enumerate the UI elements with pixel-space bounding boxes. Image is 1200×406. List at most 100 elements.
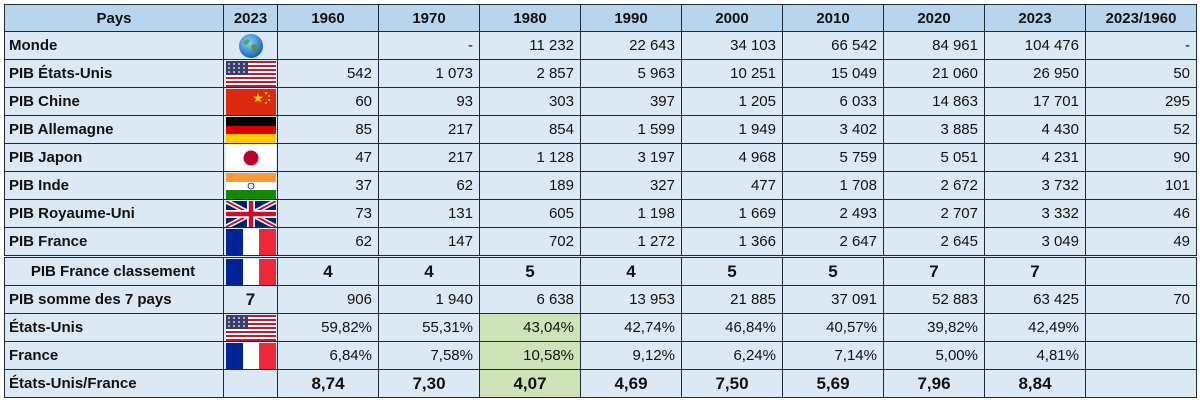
cell-2000: 6,24% (681, 341, 783, 370)
cell-2023: 63 425 (984, 285, 1086, 314)
cell-1980: 6 638 (479, 285, 581, 314)
cell-2010: 7,14% (782, 341, 884, 370)
cell-2023-1960: 70 (1085, 285, 1197, 314)
flag-cell-empty (223, 369, 278, 398)
cell-2023-1960: 90 (1085, 143, 1197, 172)
cell-1980: 1 128 (479, 143, 581, 172)
cell-1990: 5 963 (580, 59, 682, 88)
cell-1980: 189 (479, 171, 581, 200)
cell-2010: 3 402 (782, 115, 884, 144)
cell-2020: 3 885 (883, 115, 985, 144)
cell-2010: 37 091 (782, 285, 884, 314)
cell-1970: 217 (378, 115, 480, 144)
cell-1980: 303 (479, 87, 581, 116)
cell-2023: 4 430 (984, 115, 1086, 144)
cell-2000: 5 (681, 255, 783, 286)
row-part-france: France 6,84% 7,58% 10,58% 9,12% 6,24% 7,14% 5,0… (4, 341, 1197, 370)
cell-2000: 1 949 (681, 115, 783, 144)
cell-2000: 477 (681, 171, 783, 200)
cell-1960: 6,84% (277, 341, 379, 370)
header-2000: 2000 (681, 4, 783, 32)
china-flag-icon (225, 88, 276, 115)
cell-2020: 14 863 (883, 87, 985, 116)
cell-2023: 4,81% (984, 341, 1086, 370)
flag-cell (223, 341, 278, 370)
cell-2023: 4 231 (984, 143, 1086, 172)
header-pays: Pays (4, 4, 224, 32)
row-part-etats-unis: États-Unis 59,82% 55,31% 43,04% 42,74% 46,84%… (4, 313, 1197, 342)
cell-1990: 9,12% (580, 341, 682, 370)
cell-1970: 93 (378, 87, 480, 116)
cell-1970: 131 (378, 199, 480, 228)
cell-2020: 7 (883, 255, 985, 286)
cell-1960: 8,74 (277, 369, 379, 398)
cell-2020: 52 883 (883, 285, 985, 314)
cell-1990: 1 599 (580, 115, 682, 144)
cell-2010: 40,57% (782, 313, 884, 342)
cell-1990: 13 953 (580, 285, 682, 314)
france-flag-icon (225, 258, 276, 285)
row-pib-etats-unis: PIB États-Unis 542 1 073 2 857 5 963 10 251 15… (4, 59, 1197, 88)
cell-2020: 5,00% (883, 341, 985, 370)
row-label: PIB Allemagne (4, 115, 224, 144)
cell-2010: 15 049 (782, 59, 884, 88)
row-pib-allemagne: PIB Allemagne 85 217 854 1 599 1 949 3 402 3 88… (4, 115, 1197, 144)
row-pib-chine: PIB Chine 60 93 303 397 1 205 6 033 14 863 17 70… (4, 87, 1197, 116)
header-2010: 2010 (782, 4, 884, 32)
row-label: PIB Japon (4, 143, 224, 172)
cell-1960: 60 (277, 87, 379, 116)
header-ratio: 2023/1960 (1085, 4, 1197, 32)
india-flag-icon (225, 172, 276, 199)
cell-1980: 4,07 (479, 369, 581, 398)
cell-2000: 4 968 (681, 143, 783, 172)
flag-cell (223, 313, 278, 342)
cell-1980: 2 857 (479, 59, 581, 88)
cell-2023: 3 732 (984, 171, 1086, 200)
cell-2000: 1 366 (681, 227, 783, 257)
cell-2023-1960: 52 (1085, 115, 1197, 144)
gdp-table-container: Pays 2023 1960 1970 1980 1990 2000 2010 … (4, 4, 1197, 398)
header-1970: 1970 (378, 4, 480, 32)
cell-1990: 42,74% (580, 313, 682, 342)
cell-1980: 854 (479, 115, 581, 144)
cell-1960: 59,82% (277, 313, 379, 342)
cell-2020: 2 645 (883, 227, 985, 257)
france-flag-icon (225, 228, 276, 255)
cell-1970: 7,58% (378, 341, 480, 370)
flag-cell (223, 31, 278, 60)
cell-2010: 5,69 (782, 369, 884, 398)
cell-2000: 1 669 (681, 199, 783, 228)
cell-1960: 542 (277, 59, 379, 88)
header-2020: 2020 (883, 4, 985, 32)
row-label: PIB États-Unis (4, 59, 224, 88)
usa-flag-icon (225, 314, 276, 341)
cell-1960: 4 (277, 255, 379, 286)
cell-2010: 5 759 (782, 143, 884, 172)
cell-2023-1960: 49 (1085, 227, 1197, 257)
row-ratio-etats-unis-france: États-Unis/France 8,74 7,30 4,07 4,69 7,50 5,6… (4, 369, 1197, 398)
flag-cell (223, 199, 278, 228)
cell-2010: 5 (782, 255, 884, 286)
row-monde: Monde -11 232 22 643 34 103 66 542 84 961 104 … (4, 31, 1197, 60)
cell-1980: 11 232 (479, 31, 581, 60)
cell-2023: 42,49% (984, 313, 1086, 342)
row-pib-france-classement: PIB France classement 4 4 5 4 5 5 7 7 (4, 255, 1197, 286)
cell-1990: 327 (580, 171, 682, 200)
row-pib-france: PIB France 62 147 702 1 272 1 366 2 647 2 645 3 … (4, 227, 1197, 257)
germany-flag-icon (225, 116, 276, 143)
row-label: France (4, 341, 224, 370)
cell-2023: 3 332 (984, 199, 1086, 228)
table-body: Monde -11 232 22 643 34 103 66 542 84 961 104 … (4, 31, 1197, 398)
cell-1970: 1 940 (378, 285, 480, 314)
cell-1990: 4 (580, 255, 682, 286)
row-label: PIB Royaume-Uni (4, 199, 224, 228)
row-label: PIB Inde (4, 171, 224, 200)
cell-1990: 1 272 (580, 227, 682, 257)
header-row: Pays 2023 1960 1970 1980 1990 2000 2010 … (4, 4, 1197, 32)
cell-2020: 2 707 (883, 199, 985, 228)
cell-1960: 73 (277, 199, 379, 228)
cell-2023-1960 (1085, 313, 1197, 342)
flag-cell (223, 143, 278, 172)
cell-2023-1960: 50 (1085, 59, 1197, 88)
cell-1990: 22 643 (580, 31, 682, 60)
